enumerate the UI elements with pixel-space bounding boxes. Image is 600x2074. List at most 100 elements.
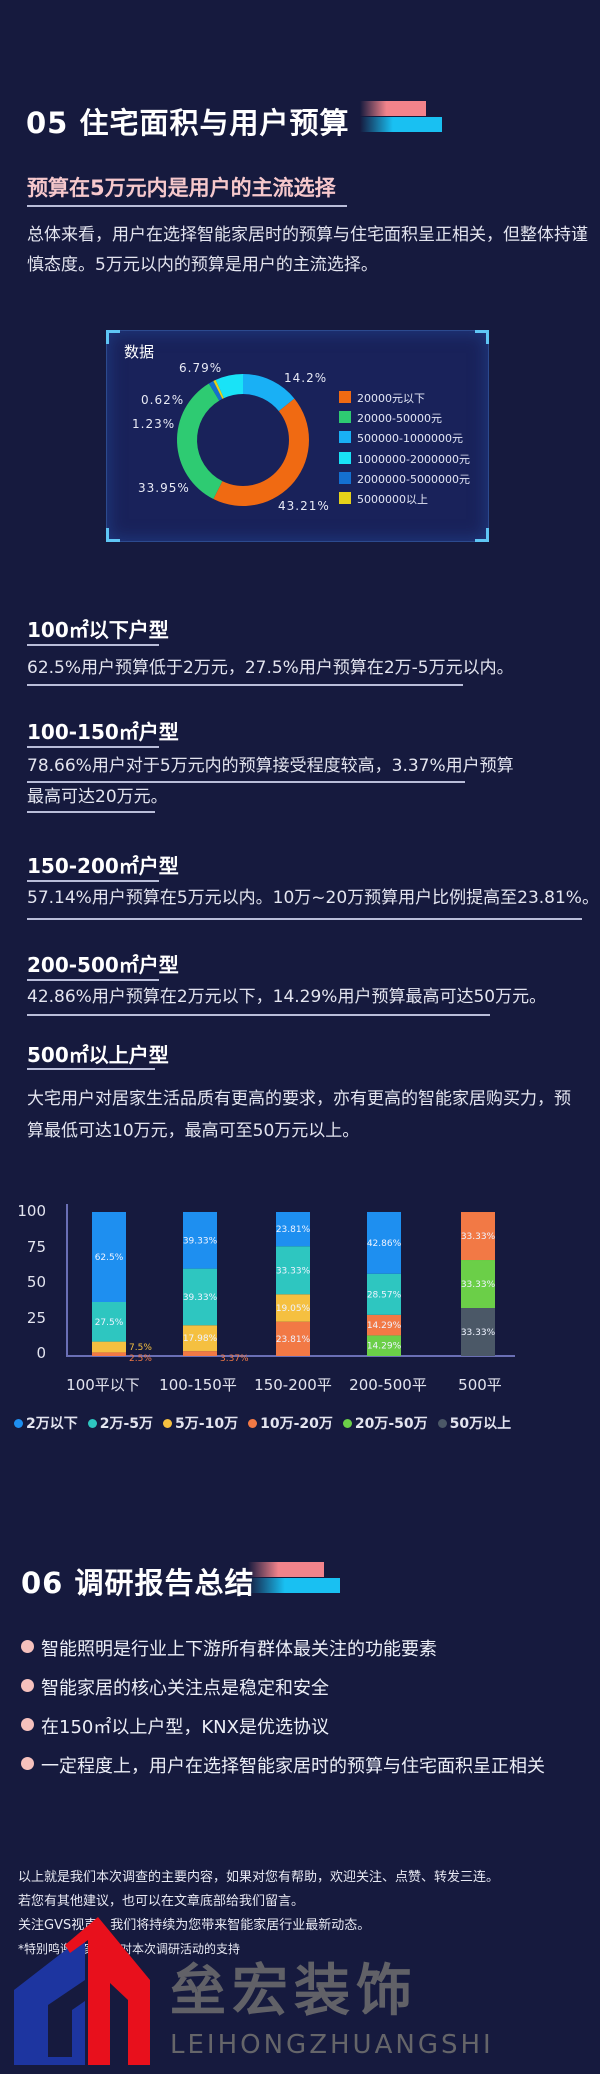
segment-heading-100-150: 100-150㎡户型 bbox=[27, 720, 179, 744]
legend-swatch bbox=[339, 431, 351, 444]
title-decoration-blue bbox=[360, 117, 442, 132]
bar-data-label: 33.33% bbox=[461, 1280, 496, 1290]
bar-segment bbox=[461, 1212, 495, 1261]
donut-slice bbox=[215, 374, 243, 399]
pct-label-1-23: 1.23% bbox=[132, 417, 176, 431]
text-underline bbox=[27, 781, 465, 783]
bar-data-label: 23.81% bbox=[276, 1335, 311, 1345]
bar-segment bbox=[276, 1212, 310, 1247]
bar-data-label: 17.98% bbox=[183, 1334, 218, 1344]
bar-segment bbox=[183, 1268, 217, 1326]
intro-line-2: 慎态度。5万元以内的预算是用户的主流选择。 bbox=[27, 255, 378, 275]
segment-text: 大宅用户对居家生活品质有更高的要求，亦有更高的智能家居购买力，预 bbox=[27, 1089, 571, 1109]
legend-dot bbox=[248, 1418, 258, 1428]
intro-line-1: 总体来看，用户在选择智能家居时的预算与住宅面积呈正相关，但整体持谨 bbox=[27, 225, 588, 245]
heading-underline bbox=[27, 1068, 155, 1070]
watermark-name: 垒宏装饰 bbox=[170, 1959, 418, 2024]
x-label: 100平以下 bbox=[66, 1376, 140, 1394]
bar-legend-item: 10万-20万 bbox=[248, 1413, 333, 1433]
bar-data-label: 33.33% bbox=[276, 1266, 311, 1276]
legend-label: 2万-5万 bbox=[99, 1416, 154, 1432]
bar-legend-item: 50万以上 bbox=[437, 1413, 511, 1433]
legend-dot bbox=[342, 1418, 352, 1428]
bullet-dot bbox=[21, 1640, 34, 1653]
segment-text: 57.14%用户预算在5万元以内。10万~20万预算用户比例提高至23.81%。 bbox=[27, 888, 599, 908]
legend-label: 10万-20万 bbox=[260, 1416, 333, 1432]
legend-dot bbox=[163, 1418, 173, 1428]
bullet-dot bbox=[21, 1718, 34, 1731]
title-decoration-pink bbox=[248, 1562, 324, 1577]
bar-data-label: 39.33% bbox=[183, 1236, 218, 1246]
legend-swatch bbox=[339, 451, 351, 464]
corner-accent bbox=[475, 528, 489, 542]
legend-swatch bbox=[339, 471, 351, 484]
donut-slice bbox=[213, 398, 309, 507]
bar-data-label: 3.37% bbox=[220, 1354, 249, 1364]
x-label: 500平 bbox=[458, 1376, 502, 1394]
donut-slice bbox=[243, 374, 295, 412]
y-tick: 75 bbox=[26, 1238, 46, 1256]
bar-data-label: 23.81% bbox=[276, 1225, 311, 1235]
footer-line: 若您有其他建议，也可以在文章底部给我们留言。 bbox=[18, 1894, 305, 1909]
section-05-title: 05 住宅面积与用户预算 bbox=[26, 106, 350, 140]
segment-heading-500-above: 500㎡以上户型 bbox=[27, 1043, 169, 1067]
section-06-title: 06 调研报告总结 bbox=[21, 1566, 255, 1600]
bar-segment bbox=[183, 1351, 217, 1356]
x-label: 200-500平 bbox=[349, 1376, 427, 1394]
bar-data-label: 42.86% bbox=[367, 1239, 402, 1249]
legend-dot bbox=[14, 1418, 23, 1428]
bar-data-label: 14.29% bbox=[367, 1342, 402, 1352]
donut-slice bbox=[208, 381, 223, 401]
legend-swatch bbox=[339, 411, 351, 424]
donut-slice bbox=[213, 379, 224, 399]
bar-segment bbox=[367, 1211, 401, 1274]
bar-segment bbox=[92, 1302, 126, 1342]
legend-label: 20000元以下 bbox=[357, 392, 425, 405]
legend-swatch bbox=[339, 492, 351, 504]
heading-underline bbox=[27, 746, 159, 748]
heading-underline bbox=[27, 644, 159, 646]
legend-dot bbox=[437, 1418, 447, 1428]
bar-segment bbox=[92, 1352, 126, 1356]
donut-slice bbox=[177, 383, 223, 499]
pct-label-0-62: 0.62% bbox=[141, 393, 185, 407]
bar-legend: 2万以下 2万-5万 5万-10万 10万-20万 20万-50万 50万以上 bbox=[14, 1413, 511, 1433]
pct-label-43-21: 43.21% bbox=[278, 499, 330, 513]
bullet-dot bbox=[21, 1757, 34, 1770]
x-label: 100-150平 bbox=[159, 1376, 237, 1394]
bullet-dot bbox=[21, 1679, 34, 1692]
segment-text: 78.66%用户对于5万元内的预算接受程度较高，3.37%用户预算 bbox=[27, 756, 514, 776]
bar-segment bbox=[367, 1314, 401, 1336]
summary-bullet: 智能家居的核心关注点是稳定和安全 bbox=[41, 1678, 329, 1699]
corner-accent bbox=[106, 330, 120, 344]
bar-legend-item: 20万-50万 bbox=[342, 1413, 428, 1433]
y-tick: 100 bbox=[17, 1202, 46, 1220]
legend-label: 2万以下 bbox=[26, 1416, 78, 1432]
stacked-bar-chart: 2.5%7.5% 27.5% 62.5% 3.37%17.98% 39.33% 39.33… bbox=[66, 1204, 515, 1364]
bar-segment bbox=[461, 1308, 495, 1356]
bar-legend-item: 2万-5万 bbox=[87, 1413, 154, 1433]
legend-label: 20万-50万 bbox=[354, 1416, 428, 1432]
corner-accent bbox=[106, 528, 120, 542]
donut-title: 数据 bbox=[124, 343, 155, 361]
bar-legend-item: 5万-10万 bbox=[163, 1413, 238, 1433]
heading-underline bbox=[27, 880, 159, 882]
bar-legend-item: 2万以下 bbox=[14, 1413, 78, 1433]
bar-data-label: 19.05% bbox=[276, 1304, 311, 1314]
bar-segment bbox=[367, 1273, 401, 1315]
section-05-subtitle: 预算在5万元内是用户的主流选择 bbox=[27, 176, 336, 200]
bar-segment bbox=[92, 1212, 126, 1302]
segment-heading-200-500: 200-500㎡户型 bbox=[27, 953, 179, 977]
legend-swatch bbox=[339, 391, 351, 403]
legend-label: 1000000-2000000元 bbox=[357, 452, 470, 466]
bar-data-label: 27.5% bbox=[95, 1318, 124, 1328]
corner-accent bbox=[475, 330, 489, 344]
bar-segment bbox=[276, 1321, 310, 1356]
segment-text: 62.5%用户预算低于2万元，27.5%用户预算在2万-5万元以内。 bbox=[27, 658, 514, 678]
bar-data-label: 39.33% bbox=[183, 1293, 218, 1303]
legend-dot bbox=[87, 1418, 97, 1428]
text-underline bbox=[27, 918, 582, 920]
subtitle-underline bbox=[27, 205, 347, 207]
summary-bullet: 在150㎡以上户型，KNX是优选协议 bbox=[41, 1717, 329, 1738]
watermark-logo bbox=[14, 1917, 150, 2065]
